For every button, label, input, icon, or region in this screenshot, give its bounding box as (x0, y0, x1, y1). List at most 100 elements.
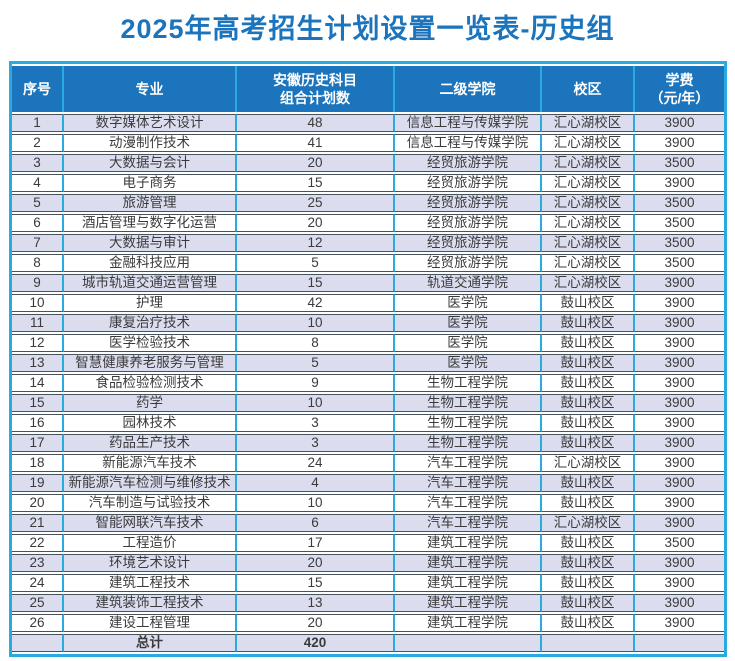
header-cell-major: 专业 (64, 66, 237, 113)
table-cell: 3900 (635, 594, 724, 613)
table-cell: 20 (237, 214, 395, 233)
table-cell: 金融科技应用 (64, 254, 237, 273)
table-cell: 3500 (635, 154, 724, 173)
table-row: 19 新能源汽车检测与维修技术 4 汽车工程学院 鼓山校区 3900 (12, 474, 724, 493)
table-cell: 10 (237, 494, 395, 513)
table-cell: 生物工程学院 (395, 374, 542, 393)
table-cell: 3 (237, 414, 395, 433)
header-cell-college: 二级学院 (395, 66, 542, 113)
table-row: 12 医学检验技术 8 医学院 鼓山校区 3900 (12, 334, 724, 353)
table-cell: 48 (237, 114, 395, 133)
total-row: 总计 420 (12, 634, 724, 653)
table-cell: 汽车工程学院 (395, 474, 542, 493)
table-cell: 医学院 (395, 314, 542, 333)
table-cell: 汽车制造与试验技术 (64, 494, 237, 513)
table-cell: 鼓山校区 (542, 294, 635, 313)
table-cell: 环境艺术设计 (64, 554, 237, 573)
table-cell: 鼓山校区 (542, 334, 635, 353)
enrollment-table-container: 序号 专业 安徽历史科目 组合计划数 二级学院 校区 学费 （元/年） 1 数字媒… (9, 61, 727, 658)
table-cell: 药品生产技术 (64, 434, 237, 453)
header-cell-plan-count: 安徽历史科目 组合计划数 (237, 66, 395, 113)
table-row: 9 城市轨道交通运营管理 15 轨道交通学院 汇心湖校区 3900 (12, 274, 724, 293)
table-cell: 生物工程学院 (395, 394, 542, 413)
table-cell: 护理 (64, 294, 237, 313)
table-cell: 12 (12, 334, 64, 353)
table-cell: 24 (237, 454, 395, 473)
table-row: 17 药品生产技术 3 生物工程学院 鼓山校区 3900 (12, 434, 724, 453)
table-cell: 鼓山校区 (542, 414, 635, 433)
table-cell: 4 (12, 174, 64, 193)
table-cell: 21 (12, 514, 64, 533)
table-cell: 医学检验技术 (64, 334, 237, 353)
table-cell: 建筑工程学院 (395, 614, 542, 633)
table-cell: 医学院 (395, 354, 542, 373)
table-cell: 汇心湖校区 (542, 154, 635, 173)
table-cell: 信息工程与传媒学院 (395, 114, 542, 133)
table-cell: 3900 (635, 354, 724, 373)
table-cell: 汽车工程学院 (395, 514, 542, 533)
table-row: 7 大数据与审计 12 经贸旅游学院 汇心湖校区 3500 (12, 234, 724, 253)
table-cell: 8 (237, 334, 395, 353)
table-cell: 汇心湖校区 (542, 134, 635, 153)
table-cell: 汇心湖校区 (542, 174, 635, 193)
header-cell-tuition: 学费 （元/年） (635, 66, 724, 113)
table-cell: 3 (12, 154, 64, 173)
table-cell: 3900 (635, 474, 724, 493)
table-cell: 汇心湖校区 (542, 274, 635, 293)
total-row-empty-campus-cell (542, 634, 635, 653)
table-cell: 数字媒体艺术设计 (64, 114, 237, 133)
table-cell: 3 (237, 434, 395, 453)
table-cell: 1 (12, 114, 64, 133)
table-cell: 汇心湖校区 (542, 194, 635, 213)
table-cell: 24 (12, 574, 64, 593)
table-cell: 3900 (635, 554, 724, 573)
table-header-row: 序号 专业 安徽历史科目 组合计划数 二级学院 校区 学费 （元/年） (12, 66, 724, 113)
table-cell: 经贸旅游学院 (395, 234, 542, 253)
table-row: 25 建筑装饰工程技术 13 建筑工程学院 鼓山校区 3900 (12, 594, 724, 613)
table-cell: 旅游管理 (64, 194, 237, 213)
table-cell: 3500 (635, 234, 724, 253)
table-cell: 20 (12, 494, 64, 513)
total-row-empty-index-cell (12, 634, 64, 653)
table-cell: 3900 (635, 434, 724, 453)
table-cell: 鼓山校区 (542, 434, 635, 453)
table-cell: 鼓山校区 (542, 494, 635, 513)
table-cell: 鼓山校区 (542, 534, 635, 553)
total-label-cell: 总计 (64, 634, 237, 653)
table-row: 6 酒店管理与数字化运营 20 经贸旅游学院 汇心湖校区 3500 (12, 214, 724, 233)
table-cell: 13 (237, 594, 395, 613)
table-cell: 汽车工程学院 (395, 494, 542, 513)
table-row: 3 大数据与会计 20 经贸旅游学院 汇心湖校区 3500 (12, 154, 724, 173)
table-cell: 3900 (635, 134, 724, 153)
table-footer: 总计 420 (12, 634, 724, 653)
table-row: 22 工程造价 17 建筑工程学院 鼓山校区 3500 (12, 534, 724, 553)
table-row: 23 环境艺术设计 20 建筑工程学院 鼓山校区 3900 (12, 554, 724, 573)
table-cell: 11 (12, 314, 64, 333)
table-row: 24 建筑工程技术 15 建筑工程学院 鼓山校区 3900 (12, 574, 724, 593)
table-cell: 汇心湖校区 (542, 254, 635, 273)
table-cell: 汇心湖校区 (542, 514, 635, 533)
table-cell: 智慧健康养老服务与管理 (64, 354, 237, 373)
table-cell: 20 (237, 154, 395, 173)
table-cell: 3500 (635, 194, 724, 213)
table-cell: 6 (12, 214, 64, 233)
table-row: 11 康复治疗技术 10 医学院 鼓山校区 3900 (12, 314, 724, 333)
table-cell: 鼓山校区 (542, 474, 635, 493)
table-cell: 12 (237, 234, 395, 253)
table-cell: 14 (12, 374, 64, 393)
table-cell: 3500 (635, 214, 724, 233)
table-cell: 信息工程与传媒学院 (395, 134, 542, 153)
table-row: 4 电子商务 15 经贸旅游学院 汇心湖校区 3900 (12, 174, 724, 193)
table-cell: 电子商务 (64, 174, 237, 193)
table-cell: 5 (12, 194, 64, 213)
table-cell: 15 (12, 394, 64, 413)
table-cell: 3900 (635, 314, 724, 333)
table-cell: 鼓山校区 (542, 574, 635, 593)
table-cell: 建筑装饰工程技术 (64, 594, 237, 613)
table-cell: 建筑工程学院 (395, 574, 542, 593)
table-cell: 3900 (635, 574, 724, 593)
table-row: 5 旅游管理 25 经贸旅游学院 汇心湖校区 3500 (12, 194, 724, 213)
table-row: 2 动漫制作技术 41 信息工程与传媒学院 汇心湖校区 3900 (12, 134, 724, 153)
table-cell: 6 (237, 514, 395, 533)
table-body: 1 数字媒体艺术设计 48 信息工程与传媒学院 汇心湖校区 3900 2 动漫制作技术 41 信息… (12, 114, 724, 633)
